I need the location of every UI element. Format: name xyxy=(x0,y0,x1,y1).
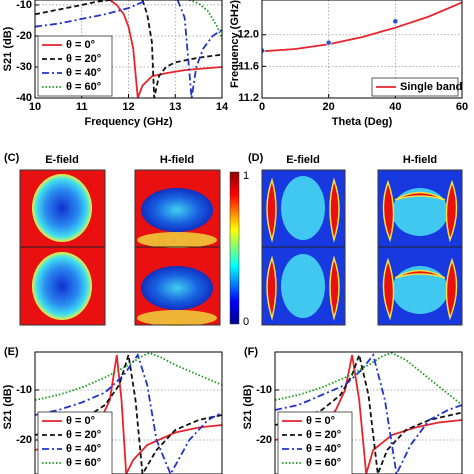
legend-box xyxy=(371,77,459,97)
legend-label: θ = 0° xyxy=(306,415,335,427)
map-title: E-field xyxy=(45,154,79,166)
legend-label: θ = 60° xyxy=(306,457,341,469)
y-tick-label: -30 xyxy=(16,61,32,73)
axes-frame xyxy=(274,351,463,474)
field-lobe xyxy=(281,176,325,240)
chart: 11.2 11.6 12.0 0 20 40 60 Frequency (GHz) Theta … xyxy=(229,0,468,128)
x-tick-label: 12 xyxy=(122,101,134,113)
legend-label: θ = 40° xyxy=(306,443,341,455)
field-lobe xyxy=(392,266,448,314)
x-tick-label: 60 xyxy=(456,101,468,113)
axes-frame xyxy=(34,0,223,99)
series-group xyxy=(262,1,462,54)
legend: θ = 0° θ = 20° θ = 40° θ = 60° xyxy=(37,411,113,474)
legend: θ = 0° θ = 20° θ = 40° θ = 60° xyxy=(37,35,113,97)
y-tick-label: -10 xyxy=(256,384,272,396)
x-tick-label: 10 xyxy=(29,101,41,113)
y-axis-title: S21 (dB) xyxy=(242,384,254,429)
field-map-c: (C) E-field H-field 1 0 xyxy=(4,152,249,328)
legend-label: θ = 40° xyxy=(66,67,101,79)
field-crescent xyxy=(266,177,340,321)
y-tick-label: -20 xyxy=(16,30,32,42)
y-tick-label: 12.0 xyxy=(238,29,259,41)
colorbar-max: 1 xyxy=(243,170,249,182)
series-line xyxy=(35,354,222,474)
axes-frame xyxy=(261,0,463,99)
x-tick-label: 11 xyxy=(76,101,88,113)
colorbar-min: 0 xyxy=(243,316,249,328)
legend-label: θ = 0° xyxy=(66,415,95,427)
legend-label: θ = 60° xyxy=(66,457,101,469)
map-frame xyxy=(19,169,106,326)
series-line xyxy=(188,0,222,40)
field-crescent xyxy=(382,179,458,321)
y-axis-title: Frequency (GHz) xyxy=(229,0,241,88)
field-lobe xyxy=(32,252,92,320)
x-axis-title: Theta (Deg) xyxy=(332,116,393,128)
legend-label: θ = 40° xyxy=(66,443,101,455)
legend-label: θ = 60° xyxy=(66,81,101,93)
data-point xyxy=(392,18,399,25)
field-lobe xyxy=(281,254,325,318)
y-axis-title: S21 (dB) xyxy=(2,384,14,429)
panel-label: (D) xyxy=(248,152,264,164)
field-lobe xyxy=(392,188,448,236)
legend-label: θ = 0° xyxy=(66,39,95,51)
legend-label: θ = 20° xyxy=(66,53,101,65)
legend: Single band xyxy=(371,77,462,97)
x-axis-title: Frequency (GHz) xyxy=(84,116,172,128)
x-tick-label: 13 xyxy=(169,101,181,113)
field-band xyxy=(137,232,217,248)
y-tick-label: 11.2 xyxy=(238,92,259,104)
panel-label: (E) xyxy=(4,346,19,358)
series-line xyxy=(35,352,222,474)
y-tick-label: -10 xyxy=(16,384,32,396)
legend-label: θ = 20° xyxy=(66,429,101,441)
map-frame xyxy=(377,169,463,326)
data-point xyxy=(262,47,265,54)
series-group xyxy=(35,0,222,98)
map-title: H-field xyxy=(160,154,194,166)
map-frame xyxy=(134,169,221,326)
series-line xyxy=(109,0,222,98)
y-tick-label: -20 xyxy=(16,434,32,446)
map-title: E-field xyxy=(286,154,320,166)
chart: -40 -30 -20 -10 10 11 12 13 14 S21 (dB) Frequency … xyxy=(2,0,229,128)
field-band xyxy=(137,310,217,326)
y-tick-label: -40 xyxy=(16,92,32,104)
series-line xyxy=(275,352,462,474)
field-map-d: (D) E-field H-field xyxy=(248,152,463,326)
y-tick-label: -20 xyxy=(256,434,272,446)
series-line xyxy=(275,353,462,474)
panel-label: (F) xyxy=(244,346,258,358)
field-lobe xyxy=(32,174,92,242)
series-line xyxy=(35,0,222,98)
colorbar xyxy=(229,171,240,325)
panel-label: (C) xyxy=(4,152,20,164)
y-axis-title: S21 (dB) xyxy=(2,26,14,71)
x-tick-label: 0 xyxy=(259,101,265,113)
data-point xyxy=(325,39,332,46)
y-tick-label: 11.6 xyxy=(238,60,259,72)
map-frame xyxy=(261,169,346,326)
x-tick-label: 40 xyxy=(389,101,401,113)
legend-label: θ = 20° xyxy=(306,429,341,441)
legend-label: Single band xyxy=(400,81,462,93)
legend: θ = 0° θ = 20° θ = 40° θ = 60° xyxy=(277,411,353,474)
series-line xyxy=(35,352,222,401)
field-lobe xyxy=(141,188,213,232)
map-title: H-field xyxy=(403,154,437,166)
legend-box xyxy=(37,35,113,97)
x-tick-label: 14 xyxy=(216,101,229,113)
axes-frame xyxy=(34,351,223,474)
series-line xyxy=(35,0,222,98)
series-line xyxy=(262,1,462,53)
field-lobe xyxy=(141,266,213,310)
y-tick-label: -10 xyxy=(16,0,32,11)
x-tick-label: 20 xyxy=(323,101,335,113)
